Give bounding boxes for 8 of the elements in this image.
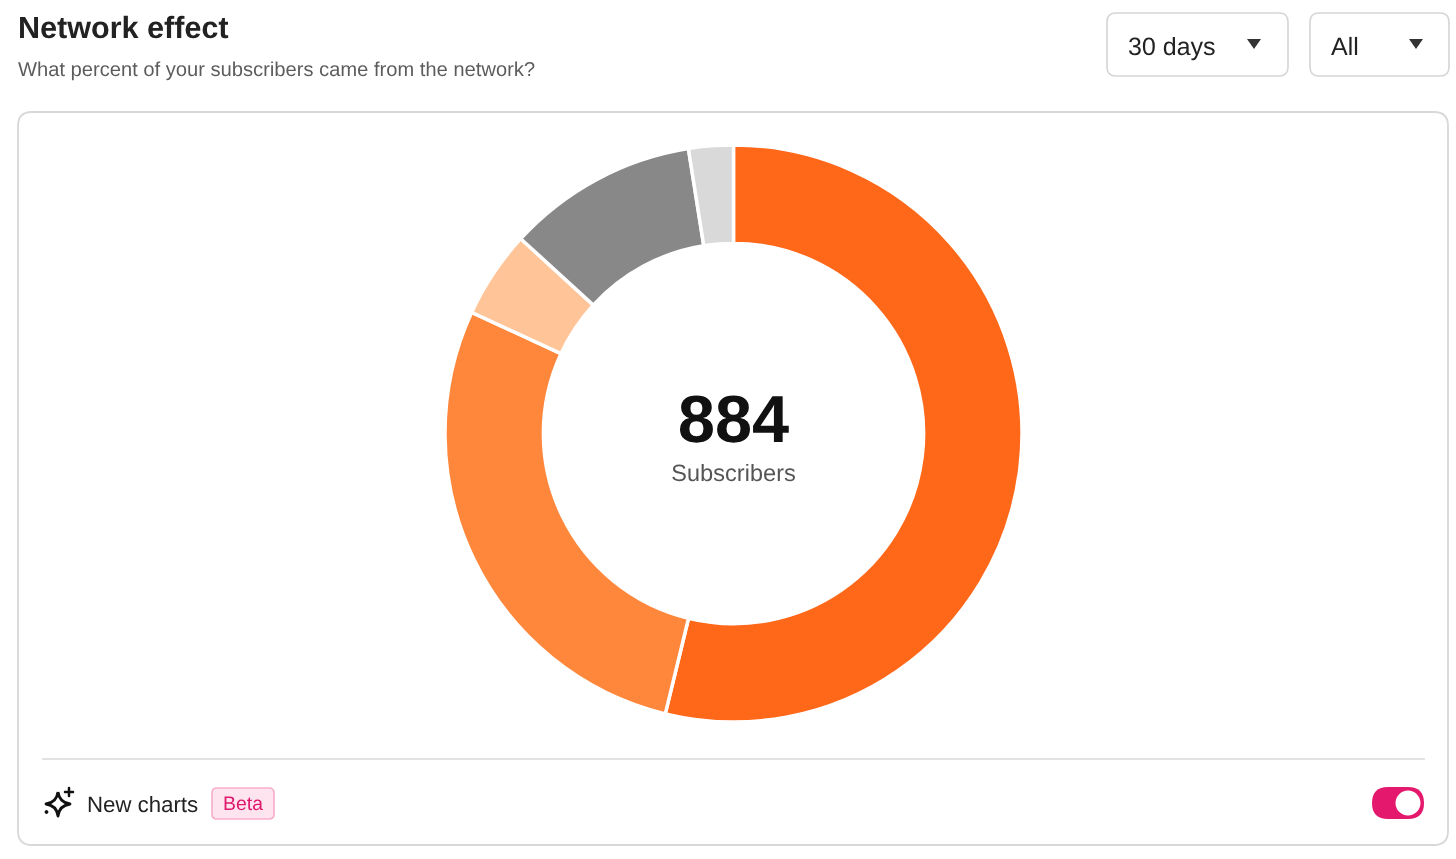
- text: Subscribers: [672, 463, 795, 482]
- text: New charts: [88, 795, 198, 813]
- text: What percent of your subscribers came from the network?: [18, 61, 535, 81]
- text: All: [1331, 36, 1358, 55]
- text: Beta: [224, 796, 263, 811]
- text: 30 days: [1128, 36, 1215, 61]
- text: Network effect: [20, 15, 229, 39]
- text: 884: [680, 395, 789, 443]
